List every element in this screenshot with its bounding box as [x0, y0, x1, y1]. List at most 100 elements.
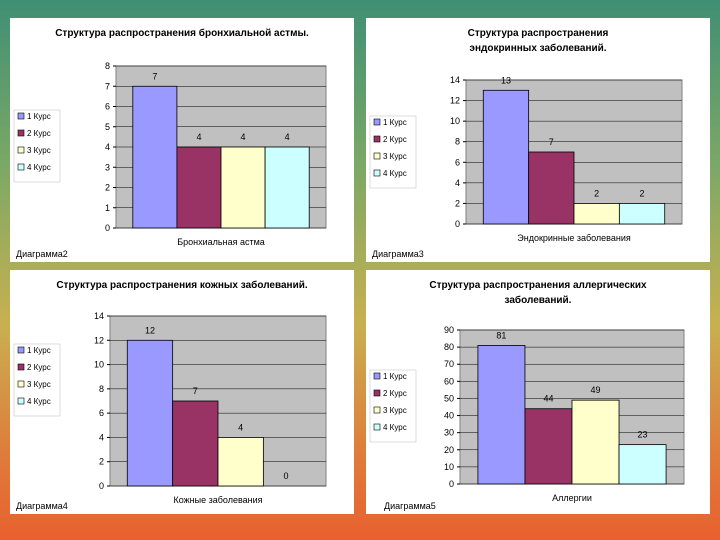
bar: [176, 146, 222, 229]
y-tick-label: 0: [455, 219, 460, 229]
chart-panel-allergy: Структура распространения аллергических …: [366, 270, 710, 514]
bar: [618, 203, 666, 225]
chart-panel-skin: Структура распространения кожных заболев…: [10, 270, 354, 514]
y-tick-label: 8: [99, 384, 104, 394]
y-tick-label: 6: [455, 157, 460, 167]
bar: [528, 151, 575, 225]
y-tick-label: 30: [444, 428, 454, 438]
data-label: 2: [640, 188, 645, 198]
legend-swatch: [373, 152, 381, 160]
y-tick-label: 5: [105, 122, 110, 132]
y-tick-label: 2: [105, 183, 110, 193]
y-tick-label: 12: [94, 335, 104, 345]
x-axis-label: Аллергии: [552, 493, 592, 503]
data-label: 7: [193, 386, 198, 396]
legend-swatch: [373, 406, 381, 414]
legend-label: 2 Курс: [383, 389, 407, 398]
legend-swatch: [17, 380, 25, 388]
chart-svg: 0 2 4 6 8 10 12 14 13 7 2 2 Эндокринные заболевания 1…: [369, 75, 683, 243]
legend-label: 4 Курс: [27, 397, 51, 406]
diagram-caption: Диаграмма4: [16, 501, 68, 511]
bar: [217, 437, 264, 487]
data-label: 4: [196, 132, 201, 142]
data-label: 44: [543, 394, 553, 404]
data-label: 7: [549, 137, 554, 147]
legend-label: 4 Курс: [383, 169, 407, 178]
diagram-caption: Диаграмма5: [384, 501, 436, 511]
y-tick-label: 0: [99, 481, 104, 491]
legend-label: 1 Курс: [383, 372, 407, 381]
legend-label: 2 Курс: [27, 363, 51, 372]
bar: [172, 400, 219, 487]
y-tick-label: 0: [105, 223, 110, 233]
legend-label: 3 Курс: [383, 152, 407, 161]
x-axis-label: Бронхиальная астма: [177, 237, 265, 247]
legend-label: 4 Курс: [383, 423, 407, 432]
legend-label: 1 Курс: [383, 118, 407, 127]
y-tick-label: 2: [99, 457, 104, 467]
bar: [126, 339, 174, 487]
data-label: 2: [594, 188, 599, 198]
bar: [618, 444, 667, 485]
chart-title: Структура распространения аллергических …: [429, 280, 647, 306]
legend-swatch: [373, 372, 381, 380]
data-label: 13: [501, 75, 511, 85]
legend-swatch: [17, 129, 25, 137]
y-tick-label: 1: [105, 203, 110, 213]
data-label: 4: [241, 132, 246, 142]
legend-swatch: [17, 346, 25, 354]
y-tick-label: 90: [444, 325, 454, 335]
y-tick-label: 70: [444, 359, 454, 369]
data-label: 7: [152, 71, 157, 81]
legend-label: 4 Курс: [27, 163, 51, 172]
bar: [571, 399, 620, 485]
y-tick-label: 2: [455, 198, 460, 208]
y-tick-label: 50: [444, 393, 454, 403]
y-tick-label: 40: [444, 411, 454, 421]
chart-panel-asthma: Структура распространения бронхиальной а…: [10, 18, 354, 262]
chart-svg: 0 1 2 3 4 5 6 7 8 7 4 4 4 Бронхиальная астма 1 Курс 2 К…: [13, 61, 327, 247]
data-label: 49: [591, 385, 601, 395]
bar: [477, 345, 526, 485]
diagram-caption: Диаграмма2: [16, 249, 68, 259]
bar: [482, 89, 530, 225]
bar: [264, 146, 310, 229]
data-label: 4: [285, 132, 290, 142]
bar: [524, 408, 573, 485]
x-axis-label: Кожные заболевания: [173, 495, 262, 505]
legend-label: 3 Курс: [27, 380, 51, 389]
y-tick-label: 14: [94, 311, 104, 321]
legend-label: 2 Курс: [383, 135, 407, 144]
legend-swatch: [17, 397, 25, 405]
legend-swatch: [17, 146, 25, 154]
y-tick-label: 6: [105, 102, 110, 112]
chart-title: Структура распространения кожных заболев…: [56, 280, 308, 291]
chart-panel-endocrine: Структура распространения эндокринных за…: [366, 18, 710, 262]
y-tick-label: 0: [449, 479, 454, 489]
legend-swatch: [373, 389, 381, 397]
legend-swatch: [373, 135, 381, 143]
legend-swatch: [373, 423, 381, 431]
y-tick-label: 4: [99, 432, 104, 442]
y-tick-label: 3: [105, 162, 110, 172]
y-tick-label: 8: [105, 61, 110, 71]
bar: [573, 203, 620, 225]
y-tick-label: 10: [444, 462, 454, 472]
y-tick-label: 8: [455, 137, 460, 147]
y-tick-label: 10: [450, 116, 460, 126]
data-label: 81: [496, 330, 506, 340]
data-label: 0: [284, 471, 289, 481]
chart-svg: 0 2 4 6 8 10 12 14 12 7 4 0 Кожные заболевания 1 Курс…: [13, 311, 327, 505]
chart-title: Структура распространения бронхиальной а…: [55, 28, 309, 39]
data-label: 12: [145, 325, 155, 335]
bar: [132, 85, 178, 229]
legend-label: 3 Курс: [27, 146, 51, 155]
y-tick-label: 4: [105, 142, 110, 152]
y-tick-label: 12: [450, 96, 460, 106]
y-tick-label: 6: [99, 408, 104, 418]
legend-swatch: [373, 169, 381, 177]
legend-label: 1 Курс: [27, 112, 51, 121]
diagram-caption: Диаграмма3: [372, 249, 424, 259]
legend-swatch: [17, 163, 25, 171]
legend-label: 1 Курс: [27, 346, 51, 355]
